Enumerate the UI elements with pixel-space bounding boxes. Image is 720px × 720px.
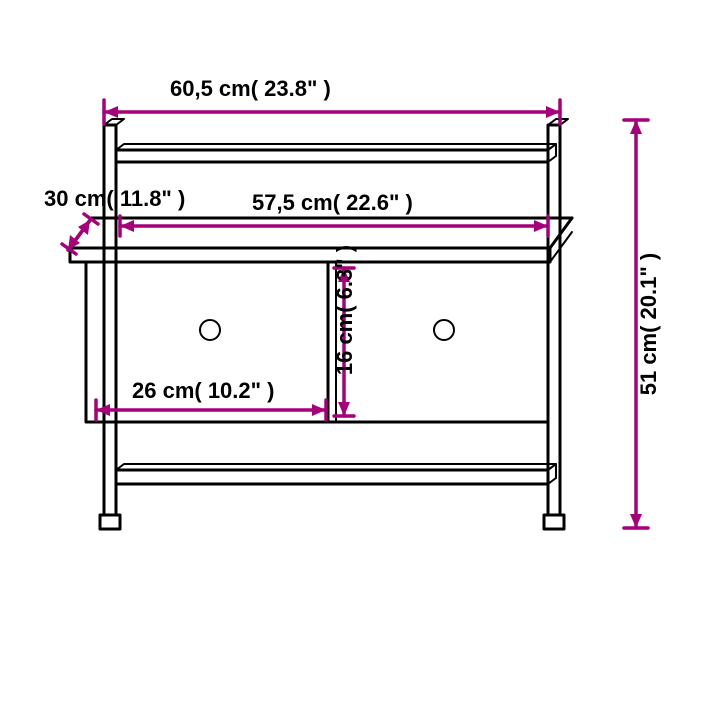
dim-overall-height: 51 cm( 20.1" ) bbox=[624, 120, 661, 528]
dim-shelf-width-label: 57,5 cm( 22.6" ) bbox=[252, 190, 413, 215]
dim-depth-label: 30 cm( 11.8" ) bbox=[44, 186, 185, 211]
dim-drawer-height-label: 16 cm( 6.3" ) bbox=[332, 245, 357, 375]
dimension-diagram: 60,5 cm( 23.8" ) 30 cm( 11.8" ) 57,5 cm(… bbox=[0, 0, 720, 720]
dim-overall-width: 60,5 cm( 23.8" ) bbox=[104, 76, 560, 124]
dim-overall-height-label: 51 cm( 20.1" ) bbox=[636, 253, 661, 396]
furniture-outline bbox=[70, 119, 572, 529]
drawer-knob-left bbox=[200, 320, 220, 340]
drawer-knob-right bbox=[434, 320, 454, 340]
dim-drawer-width-label: 26 cm( 10.2" ) bbox=[132, 378, 275, 403]
dim-drawer-width: 26 cm( 10.2" ) bbox=[96, 378, 326, 420]
dim-overall-width-label: 60,5 cm( 23.8" ) bbox=[170, 76, 331, 101]
